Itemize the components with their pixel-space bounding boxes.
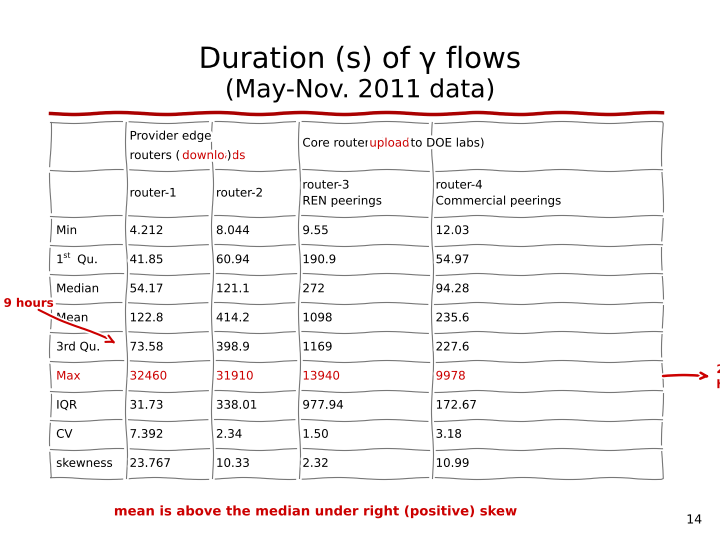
Text: 4.212: 4.212 [130,224,163,237]
Text: Duration (s) of γ flows: Duration (s) of γ flows [199,46,521,74]
Text: 14: 14 [686,514,702,526]
Text: Core routers (: Core routers ( [302,137,384,150]
Text: 121.1: 121.1 [216,282,250,295]
Text: router-3
REN peerings: router-3 REN peerings [302,179,382,207]
Text: 9 hours: 9 hours [4,297,53,310]
Text: 13940: 13940 [302,369,340,382]
Text: uploads: uploads [369,137,415,150]
Text: 2.34: 2.34 [216,428,242,441]
Text: 31910: 31910 [216,369,253,382]
Text: 10.33: 10.33 [216,457,249,470]
Text: Median: Median [56,282,99,295]
Text: 10.99: 10.99 [436,457,469,470]
Text: 235.6: 235.6 [436,312,469,325]
Text: skewness: skewness [56,457,112,470]
Text: 54.97: 54.97 [436,253,469,266]
Text: 54.17: 54.17 [130,282,163,295]
Text: 32460: 32460 [130,369,167,382]
Text: router-2: router-2 [216,186,264,200]
Text: 41.85: 41.85 [130,253,163,266]
Text: 1169: 1169 [302,340,333,354]
Text: 73.58: 73.58 [130,340,163,354]
Text: 8.044: 8.044 [216,224,250,237]
Text: 12.03: 12.03 [436,224,469,237]
Text: 227.6: 227.6 [436,340,469,354]
Text: Min: Min [56,224,77,237]
Text: IQR: IQR [56,399,77,411]
Text: 398.9: 398.9 [216,340,250,354]
Text: st: st [63,251,71,260]
Text: 272: 272 [302,282,325,295]
Text: 2.8: 2.8 [716,363,720,376]
Text: 23.767: 23.767 [130,457,171,470]
Text: Mean: Mean [56,312,89,325]
Text: router-1: router-1 [130,186,177,200]
Text: 172.67: 172.67 [436,399,477,411]
Text: 3rd Qu.: 3rd Qu. [56,340,100,354]
Text: 1: 1 [56,253,63,266]
Text: routers (: routers ( [130,149,181,162]
Text: 122.8: 122.8 [130,312,163,325]
Text: hours: hours [716,378,720,391]
Text: 7.392: 7.392 [130,428,163,441]
Text: Provider edge: Provider edge [130,130,212,143]
Text: mean is above the median under right (positive) skew: mean is above the median under right (po… [114,505,520,518]
Text: Qu.: Qu. [73,253,98,266]
Text: 1098: 1098 [302,312,332,325]
Text: 1.50: 1.50 [302,428,328,441]
Text: downloads: downloads [182,149,246,162]
Text: CV: CV [56,428,73,441]
Text: 3.18: 3.18 [436,428,462,441]
Text: 94.28: 94.28 [436,282,469,295]
Text: router-4
Commercial peerings: router-4 Commercial peerings [436,179,562,207]
Text: 9.55: 9.55 [302,224,328,237]
Text: 977.94: 977.94 [302,399,343,411]
Text: to DOE labs): to DOE labs) [407,137,485,150]
Text: (May-Nov. 2011 data): (May-Nov. 2011 data) [225,78,495,102]
Text: 9978: 9978 [436,369,465,382]
Text: Max: Max [56,369,81,382]
Text: 60.94: 60.94 [216,253,250,266]
Text: 190.9: 190.9 [302,253,336,266]
Text: 2.32: 2.32 [302,457,328,470]
Text: 414.2: 414.2 [216,312,250,325]
Text: 338.01: 338.01 [216,399,257,411]
Text: 31.73: 31.73 [130,399,163,411]
Text: ): ) [227,149,231,162]
